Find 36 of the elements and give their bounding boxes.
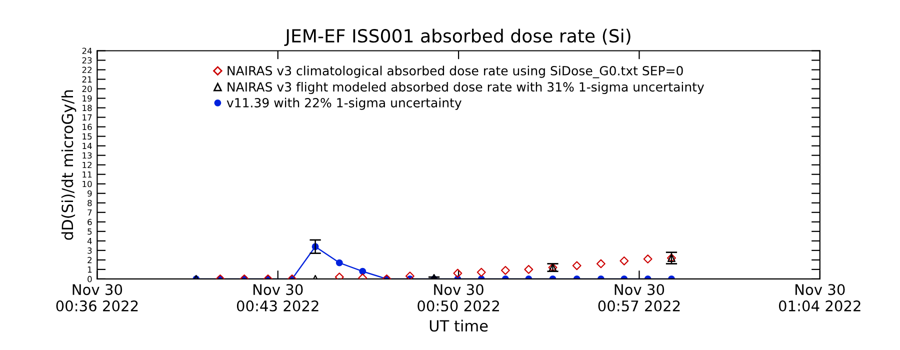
- y-tick-label: 3: [88, 247, 92, 254]
- y-tick-label: 17: [82, 114, 92, 120]
- y-axis-title: dD(Si)/dt microGy/h: [61, 90, 76, 240]
- x-tick-label: Nov 30 00:50 2022: [418, 284, 499, 312]
- x-tick-label: Nov 30 00:57 2022: [598, 284, 680, 312]
- y-tick-label: 14: [82, 142, 92, 149]
- y-tick-label: 10: [82, 180, 92, 188]
- y-tick-label: 4: [87, 238, 92, 244]
- legend-label: NAIRAS v3 climatological absorbed dose rate using SiDose_G0.txt SEP=0: [228, 66, 683, 78]
- y-tick-label: 13: [82, 152, 92, 159]
- y-tick-label: 16: [82, 124, 92, 130]
- y-tick-label: 12: [82, 162, 92, 168]
- y-tick-label: 15: [82, 133, 92, 140]
- y-tick-label: 18: [82, 104, 92, 112]
- y-tick-label: 22: [82, 66, 92, 73]
- y-tick-label: 8: [88, 200, 92, 206]
- y-tick-label: 11: [82, 171, 92, 178]
- y-tick-label: 9: [88, 190, 92, 197]
- x-tick-label: Nov 30 00:43 2022: [236, 284, 318, 312]
- x-axis-title: UT time: [430, 320, 488, 332]
- y-tick-label: 19: [82, 95, 92, 102]
- y-tick-label: 20: [82, 86, 92, 92]
- legend-label: v11.39 with 22% 1-sigma uncertainty: [226, 98, 462, 110]
- y-tick-label: 0: [88, 276, 92, 282]
- chart-title: JEM-EF ISS001 absorbed dose rate (Si): [284, 28, 630, 46]
- y-tick-label: 5: [88, 228, 92, 235]
- y-tick-label: 21: [82, 76, 92, 82]
- y-tick-label: 2: [88, 256, 92, 264]
- y-tick-label: 23: [82, 57, 92, 64]
- y-tick-label: 24: [82, 48, 92, 54]
- y-tick-label: 1: [88, 266, 92, 273]
- y-tick-label: 7: [88, 209, 92, 216]
- x-tick-label: Nov 30 00:36 2022: [56, 284, 138, 312]
- x-tick-label: Nov 30 01:04 2022: [778, 284, 860, 312]
- legend-label: NAIRAS v3 flight modeled absorbed dose rate with 31% 1-sigma uncertainty: [228, 82, 704, 94]
- y-tick-label: 6: [88, 218, 92, 226]
